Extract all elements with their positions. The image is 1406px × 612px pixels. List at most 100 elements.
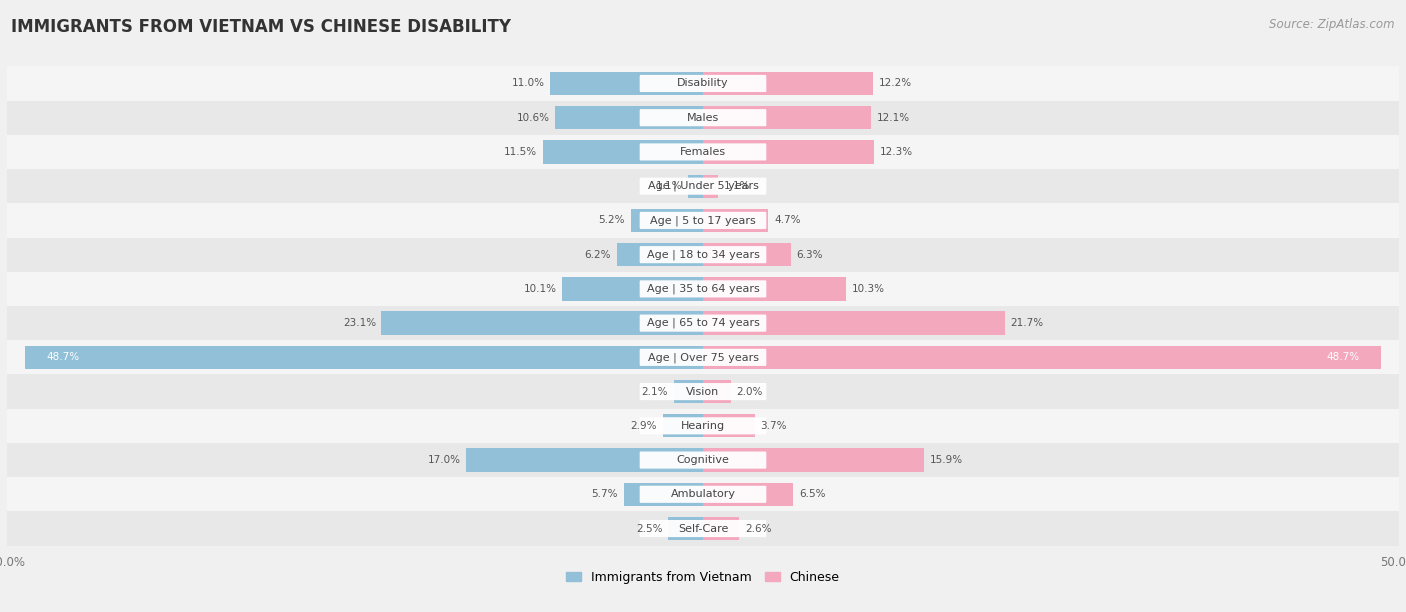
Text: Source: ZipAtlas.com: Source: ZipAtlas.com [1270,18,1395,31]
FancyBboxPatch shape [640,280,766,297]
Bar [673,380,703,403]
Bar [7,340,1399,375]
Text: Age | 5 to 17 years: Age | 5 to 17 years [650,215,756,226]
FancyBboxPatch shape [640,75,766,92]
Bar [7,203,1399,237]
Bar [703,414,755,438]
Bar [7,443,1399,477]
Text: 2.1%: 2.1% [641,387,668,397]
Text: 4.7%: 4.7% [773,215,800,225]
Text: 11.0%: 11.0% [512,78,544,89]
Bar [703,277,846,300]
Text: Age | 18 to 34 years: Age | 18 to 34 years [647,250,759,260]
Bar [703,209,769,232]
FancyBboxPatch shape [640,109,766,126]
Text: Age | Under 5 years: Age | Under 5 years [648,181,758,192]
Bar [617,243,703,266]
FancyBboxPatch shape [640,520,766,537]
FancyBboxPatch shape [640,212,766,229]
Bar [7,409,1399,443]
Bar [688,174,703,198]
Text: 6.5%: 6.5% [799,490,825,499]
Bar [703,243,790,266]
Bar [703,346,1381,369]
Bar [703,174,718,198]
Bar [543,140,703,163]
Text: 15.9%: 15.9% [929,455,963,465]
Text: 12.2%: 12.2% [879,78,911,89]
Text: Hearing: Hearing [681,421,725,431]
Text: 17.0%: 17.0% [427,455,461,465]
Bar [703,72,873,95]
Text: 10.1%: 10.1% [524,284,557,294]
Text: 2.9%: 2.9% [630,421,657,431]
Text: 5.7%: 5.7% [592,490,619,499]
Text: Males: Males [688,113,718,122]
Text: 12.1%: 12.1% [877,113,910,122]
Bar [703,380,731,403]
Text: Age | 65 to 74 years: Age | 65 to 74 years [647,318,759,329]
Text: Disability: Disability [678,78,728,89]
FancyBboxPatch shape [640,143,766,160]
Bar [381,312,703,335]
Text: 5.2%: 5.2% [599,215,626,225]
Bar [7,477,1399,512]
Bar [7,237,1399,272]
Bar [7,169,1399,203]
Text: Age | Over 75 years: Age | Over 75 years [648,352,758,362]
FancyBboxPatch shape [640,452,766,469]
Bar [562,277,703,300]
Bar [703,106,872,129]
Bar [550,72,703,95]
Text: 10.6%: 10.6% [517,113,550,122]
FancyBboxPatch shape [640,383,766,400]
Bar [7,100,1399,135]
Bar [7,135,1399,169]
Bar [7,66,1399,100]
Text: 6.3%: 6.3% [796,250,823,259]
Bar [7,375,1399,409]
Bar [631,209,703,232]
Bar [467,449,703,472]
FancyBboxPatch shape [640,177,766,195]
Text: Ambulatory: Ambulatory [671,490,735,499]
Bar [555,106,703,129]
Bar [703,140,875,163]
Text: 11.5%: 11.5% [505,147,537,157]
Bar [7,272,1399,306]
FancyBboxPatch shape [640,349,766,366]
FancyBboxPatch shape [640,315,766,332]
Text: Cognitive: Cognitive [676,455,730,465]
Text: 12.3%: 12.3% [880,147,912,157]
Text: 23.1%: 23.1% [343,318,375,328]
Text: Self-Care: Self-Care [678,523,728,534]
Text: Age | 35 to 64 years: Age | 35 to 64 years [647,283,759,294]
Text: IMMIGRANTS FROM VIETNAM VS CHINESE DISABILITY: IMMIGRANTS FROM VIETNAM VS CHINESE DISAB… [11,18,512,36]
Bar [7,306,1399,340]
Text: 6.2%: 6.2% [585,250,612,259]
Text: 2.5%: 2.5% [636,523,662,534]
Text: 3.7%: 3.7% [761,421,786,431]
Bar [703,449,924,472]
Bar [25,346,703,369]
Text: Females: Females [681,147,725,157]
Legend: Immigrants from Vietnam, Chinese: Immigrants from Vietnam, Chinese [567,571,839,584]
Bar [7,512,1399,546]
Bar [624,483,703,506]
Text: 2.0%: 2.0% [737,387,763,397]
Text: Vision: Vision [686,387,720,397]
Text: 21.7%: 21.7% [1011,318,1043,328]
Bar [703,517,740,540]
Text: 1.1%: 1.1% [724,181,751,191]
Text: 10.3%: 10.3% [852,284,884,294]
FancyBboxPatch shape [640,486,766,503]
Text: 2.6%: 2.6% [745,523,772,534]
Text: 1.1%: 1.1% [655,181,682,191]
Bar [668,517,703,540]
Bar [662,414,703,438]
FancyBboxPatch shape [640,246,766,263]
Text: 48.7%: 48.7% [46,353,79,362]
Bar [703,483,793,506]
FancyBboxPatch shape [640,417,766,435]
Text: 48.7%: 48.7% [1327,353,1360,362]
